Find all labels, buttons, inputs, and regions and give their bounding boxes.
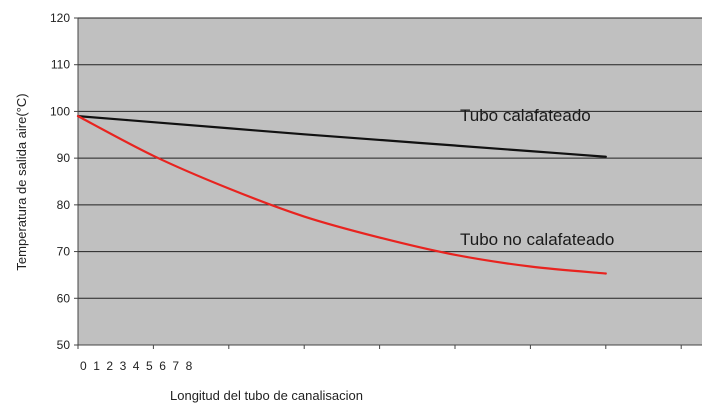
x-tick-label: 6 (159, 359, 166, 373)
x-tick-label: 3 (120, 359, 127, 373)
axes (77, 18, 702, 346)
x-tick-label: 0 (80, 359, 87, 373)
y-tick-label: 120 (50, 11, 70, 25)
series-lines (76, 115, 607, 275)
x-tick-label: 5 (146, 359, 153, 373)
y-tick-labels: 120 110 100 90 80 70 60 50 (50, 11, 78, 352)
y-tick-label: 70 (57, 245, 71, 259)
y-tick-label: 60 (57, 291, 71, 305)
x-axis-title: Longitud del tubo de canalisacion (170, 388, 363, 403)
x-tick-label: 8 (186, 359, 193, 373)
gridlines (78, 17, 702, 299)
y-tick-label: 90 (57, 151, 71, 165)
x-tick-label: 7 (172, 359, 179, 373)
x-tick-label: 1 (93, 359, 100, 373)
y-axis-title: Temperatura de salida aire(°C) (14, 93, 29, 270)
y-tick-label: 80 (57, 198, 71, 212)
series-line-0 (76, 115, 607, 158)
series-label-tubo-calafateado: Tubo calafateado (460, 106, 591, 125)
series-label-tubo-no-calafateado: Tubo no calafateado (460, 230, 614, 249)
y-tick-label: 50 (57, 338, 71, 352)
x-tick-label: 2 (106, 359, 113, 373)
y-tick-label: 100 (50, 104, 70, 118)
y-tick-label: 110 (51, 58, 70, 72)
series-line-1 (76, 115, 607, 275)
plot-area (78, 18, 702, 345)
x-tick-label: 4 (133, 359, 140, 373)
